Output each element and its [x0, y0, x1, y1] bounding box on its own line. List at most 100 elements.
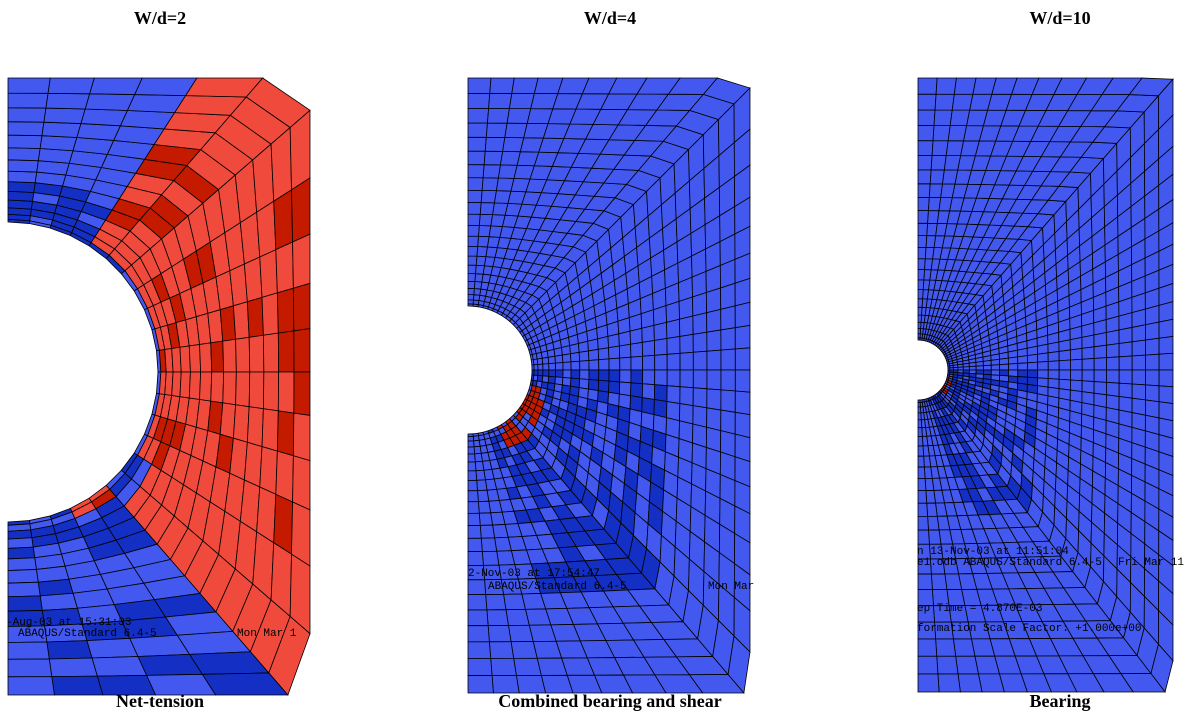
mesh-element — [509, 93, 534, 108]
mesh-element — [1145, 338, 1159, 355]
mesh-element — [260, 447, 278, 495]
mesh-element — [8, 659, 52, 677]
mesh-element — [87, 638, 138, 658]
mesh-element — [8, 108, 46, 122]
fe-mesh — [918, 78, 1173, 692]
mesh-element — [563, 370, 571, 378]
mesh-element — [925, 478, 934, 490]
mesh-element — [654, 338, 667, 355]
mesh-element — [1048, 342, 1059, 353]
mesh-element — [721, 390, 735, 412]
mesh-element — [468, 626, 489, 642]
mesh-element — [497, 551, 515, 565]
mesh-element — [538, 370, 543, 376]
mesh-element — [1159, 386, 1173, 404]
mesh-element — [1082, 358, 1094, 370]
mesh-element — [918, 247, 926, 258]
mesh-element — [1070, 337, 1082, 350]
mesh-element — [479, 214, 492, 226]
mesh-element — [963, 367, 969, 370]
mesh-element — [477, 480, 487, 491]
mesh-element — [608, 334, 619, 348]
mesh-element — [1094, 382, 1106, 395]
mesh-element — [1145, 305, 1159, 324]
mesh-element — [278, 331, 294, 372]
mesh-element — [930, 170, 944, 184]
mesh-element — [233, 302, 249, 340]
mesh-element — [8, 122, 44, 136]
mesh-element — [918, 211, 928, 224]
mesh-element — [631, 383, 643, 398]
figure: W/d=2 W/d=4 W/d=10 -Aug-03 at 15:31:33 A… — [0, 0, 1194, 723]
mesh-element — [918, 270, 925, 280]
mesh-element — [189, 372, 200, 400]
mesh-element — [1059, 360, 1070, 370]
mesh-element — [580, 370, 589, 380]
mesh-element — [263, 333, 278, 372]
mesh-element — [609, 358, 620, 370]
mesh-element — [655, 370, 668, 386]
mesh-element — [918, 530, 929, 544]
mesh-element — [8, 547, 35, 559]
mesh-element — [721, 306, 736, 330]
mesh-element — [244, 257, 262, 302]
mesh-element — [512, 78, 538, 93]
mesh-element — [549, 363, 556, 370]
mesh-element — [220, 306, 235, 341]
mesh-element — [468, 471, 477, 481]
mesh-element — [293, 456, 310, 510]
mesh-element — [926, 490, 936, 503]
mesh-element — [468, 513, 480, 525]
mesh-element — [924, 467, 932, 479]
mesh-element — [90, 78, 143, 95]
mesh-element — [8, 596, 42, 611]
mesh-element — [918, 574, 932, 590]
mesh-element — [1094, 345, 1106, 358]
panel-caption: Net-tension — [116, 691, 204, 711]
mesh-element — [953, 639, 975, 656]
mesh-element — [918, 223, 928, 235]
mesh-element — [200, 372, 212, 401]
mesh-element — [476, 470, 485, 480]
mesh-element — [991, 359, 1000, 365]
mesh-element — [534, 365, 538, 370]
mesh-element — [468, 246, 478, 256]
mesh-element — [8, 160, 38, 172]
mesh-element — [924, 456, 931, 467]
mesh-element — [620, 357, 631, 370]
mesh-element — [262, 293, 278, 335]
mesh-element — [477, 490, 488, 501]
mesh-element — [233, 405, 249, 443]
mesh-element — [680, 334, 693, 353]
mesh-element — [1070, 359, 1082, 370]
mesh-element — [8, 191, 34, 201]
mesh-element — [918, 170, 931, 184]
mesh-element — [928, 530, 940, 544]
mesh-element — [293, 234, 310, 288]
mesh-element — [570, 352, 579, 362]
mesh-element — [643, 355, 655, 370]
mesh-element — [555, 370, 563, 377]
mesh-element — [1145, 385, 1159, 402]
mesh-element — [85, 94, 134, 111]
mesh-element — [474, 446, 481, 454]
mesh-element — [555, 355, 563, 363]
mesh-element — [468, 274, 476, 282]
mesh-element — [506, 609, 529, 625]
mesh-element — [1082, 381, 1094, 393]
mesh-element — [77, 124, 121, 141]
mesh-element — [514, 658, 542, 675]
mesh-element — [918, 420, 922, 428]
mesh-element — [654, 385, 667, 402]
mesh-element — [609, 381, 620, 394]
mesh-element — [956, 656, 979, 674]
mesh-element — [1008, 363, 1017, 370]
mesh-element — [680, 316, 694, 336]
mesh-element — [1106, 370, 1119, 383]
mesh-element — [8, 78, 50, 93]
mesh-element — [507, 108, 531, 123]
mesh-element — [1145, 354, 1159, 370]
mesh-element — [1106, 357, 1119, 370]
mesh-element — [931, 574, 947, 590]
mesh-element — [468, 447, 475, 454]
